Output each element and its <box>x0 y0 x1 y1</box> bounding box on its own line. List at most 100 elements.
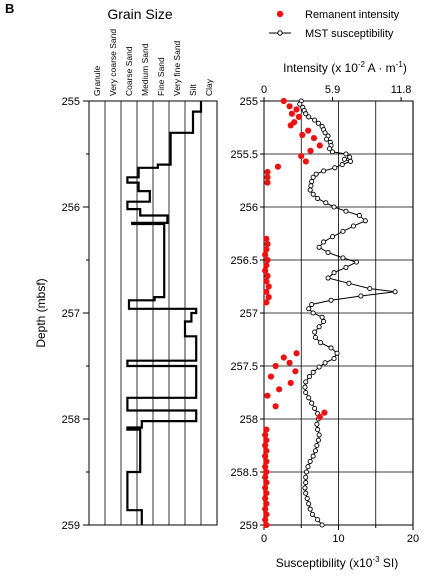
remanent-point <box>263 447 270 454</box>
mst-point <box>303 111 309 117</box>
mst-point <box>309 511 315 517</box>
mst-point <box>306 395 312 401</box>
remanent-point <box>263 426 270 433</box>
mst-point <box>323 200 329 206</box>
grain-category-label: Clay <box>204 78 214 96</box>
remanent-point <box>263 490 270 497</box>
mst-point <box>315 120 321 126</box>
mst-point <box>362 218 368 224</box>
mst-point <box>313 171 319 177</box>
remanent-point <box>288 110 295 117</box>
legend: Remanent intensity MST susceptibility <box>269 9 400 40</box>
panel-label: B <box>5 1 14 16</box>
mst-point <box>327 146 333 152</box>
remanent-point <box>262 474 269 481</box>
magnetics-grid <box>264 101 414 525</box>
grain-category-labels: Granule Very coarse Sand Coarse Sand Medium… <box>92 29 214 96</box>
mst-point <box>312 117 318 123</box>
depth-tick-label: 255 <box>62 96 80 108</box>
remanent-point <box>263 458 270 465</box>
mst-point <box>303 379 309 385</box>
grain-category-label: Granule <box>92 65 102 96</box>
grain-category-label: Silt <box>188 84 198 96</box>
remanent-point <box>292 368 299 375</box>
remanent-point <box>262 506 269 513</box>
remanent-point <box>263 500 270 507</box>
legend-remanent-label: Remanent intensity <box>305 9 400 21</box>
mst-point <box>331 204 337 210</box>
remanent-point <box>310 135 318 142</box>
remanent-intensity-series <box>262 97 328 529</box>
mst-point <box>367 286 373 292</box>
depth-tick-label: 257 <box>62 308 80 320</box>
remanent-point <box>262 495 269 502</box>
mag-depth-tick-label: 256.5 <box>230 255 258 267</box>
mag-depth-tick-label: 258 <box>240 414 258 426</box>
remanent-point <box>295 113 302 120</box>
mst-point <box>353 259 359 265</box>
mst-point <box>308 183 314 189</box>
remanent-point <box>262 453 269 460</box>
remanent-point <box>298 153 305 160</box>
mst-point <box>341 156 348 162</box>
mst-point <box>331 356 337 362</box>
mst-point <box>312 448 318 454</box>
remanent-point <box>305 127 312 134</box>
mst-point <box>306 306 312 312</box>
mst-point <box>328 297 334 303</box>
mst-point <box>312 334 318 340</box>
mst-point <box>305 464 311 470</box>
remanent-point <box>262 484 269 491</box>
mst-point <box>321 168 327 174</box>
remanent-point <box>264 392 271 399</box>
mst-point <box>314 421 320 427</box>
mst-point <box>304 495 310 502</box>
remanent-point <box>276 386 283 393</box>
mst-point <box>302 384 308 390</box>
mst-point <box>306 501 312 507</box>
mag-depth-tick-label: 257.5 <box>230 361 258 373</box>
mst-point <box>297 101 303 107</box>
remanent-point <box>263 278 270 285</box>
depth-tick-label: 258 <box>62 414 80 426</box>
grain-category-label: Very coarse Sand <box>108 29 118 96</box>
remanent-point <box>286 103 293 110</box>
remanent-point <box>274 163 282 170</box>
mst-point <box>303 480 309 486</box>
grain-depth-axis: 255 256 257 258 259 <box>62 96 89 532</box>
depth-tick-label: 259 <box>62 520 80 532</box>
mst-point <box>332 165 338 171</box>
mst-point <box>315 427 321 433</box>
mst-point <box>316 364 322 370</box>
susceptibility-axis-label: Susceptibility (x10-3 SI) <box>276 555 399 570</box>
mst-point <box>316 324 322 330</box>
remanent-point <box>265 294 272 301</box>
mst-point <box>331 270 337 276</box>
mst-point <box>306 114 312 120</box>
mst-point <box>358 293 364 299</box>
mst-point <box>340 228 346 234</box>
legend-remanent-marker <box>276 10 284 18</box>
remanent-point <box>263 521 270 529</box>
mst-point <box>310 191 316 197</box>
remanent-point <box>262 267 269 274</box>
mst-point <box>306 374 312 380</box>
remanent-point <box>263 468 270 476</box>
grain-size-chart: Grain Size Granule Very coarse Sand Coarse… <box>34 6 218 532</box>
mag-depth-tick-label: 256 <box>240 202 258 214</box>
mst-point <box>310 453 316 459</box>
grain-category-label: Very fine Sand <box>172 40 182 96</box>
mst-point <box>318 340 324 346</box>
grain-category-label: Fine Sand <box>156 57 166 96</box>
mst-point <box>307 458 313 464</box>
mst-point <box>303 469 310 475</box>
susceptibility-tick-label: 0 <box>261 533 267 545</box>
mst-point <box>310 310 316 316</box>
mag-depth-tick-label: 255.5 <box>230 149 258 161</box>
remanent-point <box>316 142 323 149</box>
remanent-point <box>302 158 309 165</box>
remanent-point <box>265 283 272 290</box>
mst-point <box>324 136 330 142</box>
remanent-point <box>286 359 293 366</box>
remanent-point <box>263 299 270 306</box>
